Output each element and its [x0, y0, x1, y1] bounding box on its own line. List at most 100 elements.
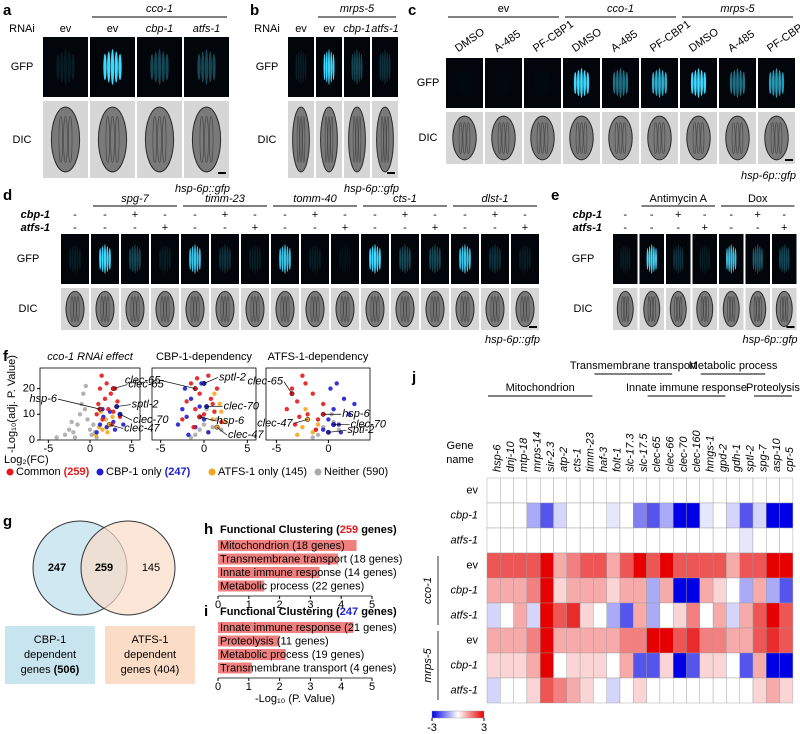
gfp-signal — [163, 244, 167, 274]
sign: - — [313, 222, 317, 234]
heatmap-cell — [553, 677, 568, 704]
heatmap-cell — [646, 527, 661, 554]
gfp-image — [524, 58, 561, 108]
data-point — [81, 391, 86, 396]
gfp-signal — [401, 246, 404, 272]
annotation-label: hsp-6 — [342, 408, 370, 420]
heatmap-cell — [673, 602, 687, 629]
dic-detail — [302, 116, 306, 163]
gfp-signal — [523, 244, 527, 274]
gfp-image — [301, 234, 329, 284]
heatmap-cell — [766, 552, 780, 579]
gfp-signal — [681, 248, 684, 270]
dic-detail — [460, 296, 464, 322]
gfp-signal — [300, 49, 302, 85]
data-point — [94, 430, 99, 435]
dic-detail — [199, 116, 204, 163]
heatmap-cell — [593, 602, 607, 629]
bar-label: Innate immune response (14 genes) — [220, 567, 397, 579]
gfp-signal — [431, 246, 434, 272]
dic-worm — [245, 290, 265, 328]
heatmap-cell — [619, 527, 634, 554]
x-tick-label: -5 — [272, 443, 282, 455]
dic-worm — [348, 106, 366, 173]
data-point — [310, 391, 315, 396]
dic-detail — [653, 122, 658, 154]
data-point — [347, 412, 352, 417]
heatmap-cell — [500, 627, 514, 654]
heatmap-cell — [593, 552, 607, 579]
heatmap-cell — [646, 602, 661, 629]
bar — [218, 580, 265, 592]
heatmap-cell — [593, 652, 607, 679]
plot-title: cco-1 RNAi effect — [47, 351, 134, 363]
gfp-signal — [736, 68, 739, 98]
dic-detail — [739, 122, 744, 154]
rnai-label: RNAi — [9, 23, 35, 35]
heatmap-cell — [699, 477, 714, 504]
bar — [218, 622, 354, 633]
heatmap-cell — [553, 602, 568, 629]
gfp-signal — [779, 248, 781, 270]
data-point — [315, 422, 321, 427]
data-point — [197, 427, 202, 432]
annotation-label: sptl-2 — [132, 398, 159, 410]
data-point — [69, 419, 74, 425]
heatmap-cell — [726, 577, 740, 604]
heatmap-cell — [540, 627, 554, 654]
gfp-signal — [166, 246, 169, 272]
annotation-line — [161, 380, 196, 389]
gfp-signal — [752, 248, 755, 270]
data-point — [219, 419, 224, 425]
dic-detail — [103, 296, 107, 322]
gfp-signal — [675, 246, 678, 272]
dic-detail — [330, 116, 334, 163]
data-point — [315, 417, 321, 422]
legend-name: Neither — [324, 466, 360, 478]
heatmap-cell — [779, 602, 794, 629]
gfp-signal — [628, 248, 631, 270]
annotation-label: clec-70 — [351, 418, 387, 430]
dic-detail — [299, 116, 303, 163]
dic-detail — [623, 296, 627, 322]
heatmap-cell — [500, 477, 514, 504]
gfp-signal — [118, 53, 122, 81]
heatmap-cell — [779, 502, 794, 529]
gfp-signal — [577, 70, 580, 96]
data-point — [321, 427, 326, 432]
column-label: cbp-1 — [146, 23, 174, 35]
dic-detail — [735, 122, 740, 154]
heatmap-cell — [686, 652, 701, 679]
gfp-signal — [67, 51, 71, 83]
dic-detail — [136, 296, 140, 322]
gene-label: slc-17.3 — [625, 433, 637, 472]
dic-detail — [692, 122, 697, 154]
column-group-label: Mitochondrion — [506, 382, 575, 394]
heatmap-cell — [712, 477, 727, 504]
sign: - — [676, 222, 680, 234]
heatmap-cell — [553, 502, 568, 529]
sign: - — [433, 209, 437, 221]
heatmap-cell — [766, 602, 780, 629]
data-point — [100, 427, 105, 432]
heatmap-cell — [633, 527, 647, 554]
gfp-signal — [622, 246, 625, 272]
dic-detail — [400, 296, 404, 322]
x-tick-label: 1 — [246, 681, 252, 693]
heatmap-cell — [526, 527, 541, 554]
annotation-line — [57, 398, 101, 410]
gfp-signal — [343, 244, 347, 274]
dic-detail — [152, 116, 157, 163]
heatmap-cell — [633, 627, 647, 654]
heatmap-cell — [500, 502, 514, 529]
heatmap-cell — [726, 502, 740, 529]
dic-detail — [727, 296, 730, 322]
dic-detail — [497, 122, 502, 154]
data-point — [300, 373, 305, 378]
gfp-signal — [648, 246, 651, 272]
dic-worm — [669, 290, 687, 328]
data-point — [321, 401, 326, 407]
heatmap-cell — [633, 502, 647, 529]
dic-worm — [365, 290, 385, 328]
dic-detail — [466, 296, 470, 322]
